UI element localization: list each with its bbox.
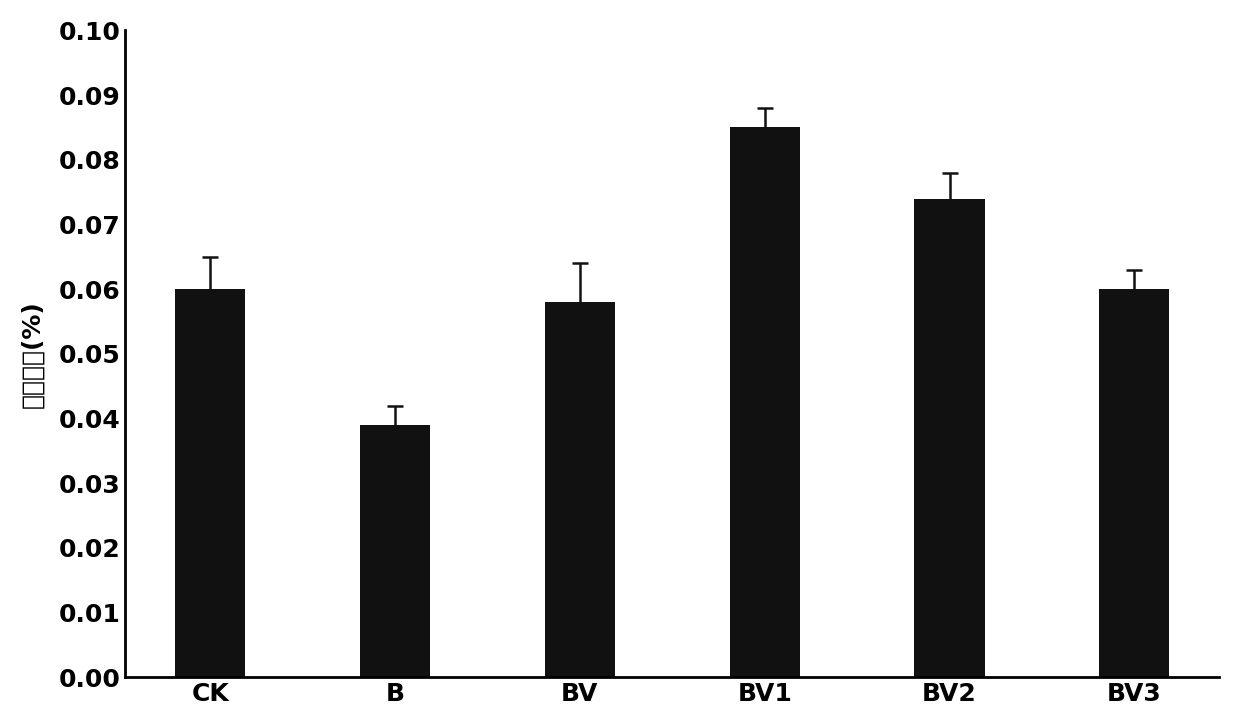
Bar	[729, 127, 800, 678]
Bar	[544, 302, 615, 678]
Bar	[1099, 289, 1169, 678]
Bar	[914, 198, 985, 678]
Bar	[175, 289, 246, 678]
Bar	[360, 425, 430, 678]
Y-axis label: 社市指数(%): 社市指数(%)	[21, 300, 45, 408]
